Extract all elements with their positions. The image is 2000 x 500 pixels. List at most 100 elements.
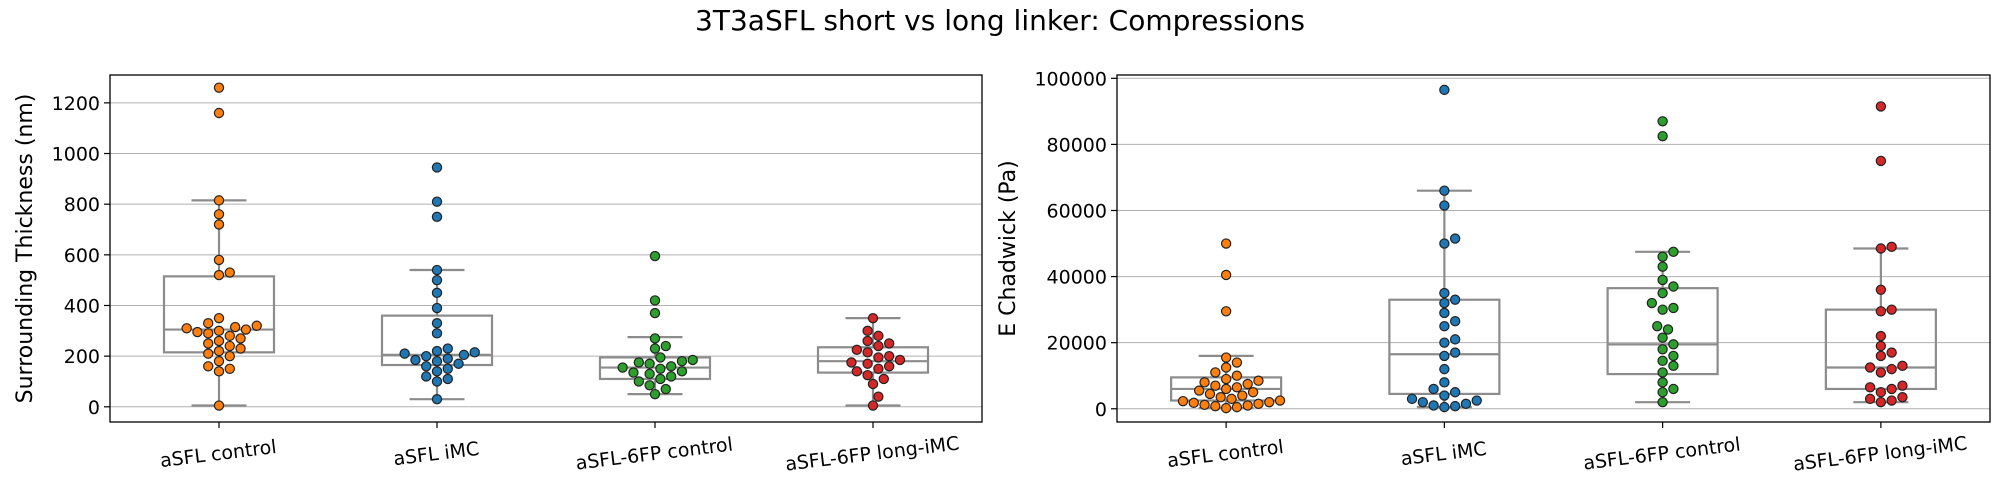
data-point — [873, 352, 884, 363]
data-point — [873, 340, 884, 352]
x-tick-label: aSFL-6FP control — [1582, 433, 1742, 474]
data-point — [224, 363, 235, 375]
data-point — [1657, 355, 1668, 367]
y-tick-label: 0 — [1095, 399, 1107, 421]
data-point — [1439, 337, 1450, 348]
data-point — [1215, 392, 1226, 403]
box-iqr — [816, 346, 930, 374]
data-point — [1439, 320, 1450, 332]
data-point — [1237, 390, 1248, 401]
data-point — [213, 366, 225, 377]
data-point — [878, 373, 889, 385]
data-point — [649, 250, 661, 262]
data-point — [873, 330, 884, 342]
data-point — [235, 343, 246, 354]
data-point — [1460, 398, 1472, 410]
data-point — [1188, 397, 1199, 409]
data-point — [224, 350, 235, 362]
data-point — [1264, 396, 1275, 408]
data-point — [665, 361, 677, 372]
data-point — [1668, 302, 1679, 314]
data-point — [1875, 330, 1887, 342]
data-point — [660, 383, 671, 395]
data-point — [442, 343, 453, 354]
data-point — [1657, 287, 1668, 299]
data-point — [181, 323, 192, 334]
data-point — [1439, 185, 1450, 196]
axes-frame — [109, 74, 983, 423]
data-point — [1875, 396, 1887, 408]
data-point — [1231, 357, 1243, 368]
data-point — [410, 354, 421, 366]
data-point — [1231, 401, 1243, 413]
data-point — [851, 344, 863, 356]
y-tick-label: 1000 — [52, 144, 100, 166]
data-point — [1668, 246, 1679, 258]
data-point — [213, 312, 225, 324]
data-point — [644, 380, 655, 391]
y-tick-label: 40000 — [1047, 267, 1107, 289]
data-point — [431, 274, 443, 286]
data-point — [1668, 281, 1679, 292]
data-point — [224, 340, 235, 352]
data-point — [1210, 380, 1221, 391]
data-point — [1439, 238, 1450, 249]
data-point — [1439, 307, 1450, 319]
data-point — [213, 209, 225, 220]
data-point — [851, 366, 863, 377]
data-point — [1449, 316, 1461, 327]
data-point — [862, 358, 873, 369]
x-tick-label: aSFL iMC — [1400, 438, 1488, 470]
data-point — [1471, 395, 1482, 406]
data-point — [224, 267, 235, 278]
data-point — [1199, 377, 1210, 388]
data-point — [399, 348, 410, 359]
data-point — [1220, 383, 1232, 395]
data-point — [431, 356, 443, 367]
data-point — [431, 345, 443, 357]
data-point — [644, 368, 655, 380]
data-point — [431, 366, 443, 377]
data-point — [862, 347, 873, 358]
data-point — [1657, 367, 1668, 378]
data-point — [1875, 155, 1887, 167]
data-point — [1220, 402, 1232, 414]
data-point — [1668, 350, 1679, 362]
y-tick-label: 0 — [88, 397, 100, 419]
y-tick-label: 100000 — [1034, 68, 1107, 90]
data-point — [1406, 393, 1418, 405]
data-point — [617, 362, 628, 373]
data-point — [1657, 387, 1668, 398]
data-point — [1439, 401, 1450, 413]
data-point — [1897, 380, 1908, 391]
data-point — [1439, 390, 1450, 401]
data-point — [442, 353, 453, 364]
data-point — [251, 320, 262, 331]
data-point — [1657, 251, 1668, 262]
data-point — [431, 211, 443, 223]
data-point — [1875, 350, 1887, 362]
data-point — [1199, 399, 1210, 411]
data-point — [655, 363, 666, 375]
data-point — [213, 195, 225, 206]
data-point — [867, 400, 879, 411]
data-point — [1231, 370, 1243, 381]
data-point — [1428, 400, 1439, 411]
data-point — [235, 333, 246, 344]
data-point — [213, 356, 225, 367]
data-point — [1220, 373, 1232, 385]
data-point — [1657, 332, 1668, 343]
data-point — [649, 307, 661, 319]
chart-panel-1: 0 200 400 600 800 1000 1200 aSFL control aSFL iM… — [13, 74, 983, 476]
data-point — [1864, 393, 1876, 405]
data-point — [1449, 294, 1461, 305]
data-point — [1652, 320, 1663, 332]
data-point — [1417, 396, 1429, 408]
data-point — [649, 388, 661, 400]
y-tick-label: 60000 — [1047, 200, 1107, 222]
data-point — [431, 376, 443, 387]
data-point — [862, 325, 873, 337]
data-point — [1864, 362, 1876, 373]
data-point — [1646, 297, 1658, 309]
data-point — [1657, 304, 1668, 315]
